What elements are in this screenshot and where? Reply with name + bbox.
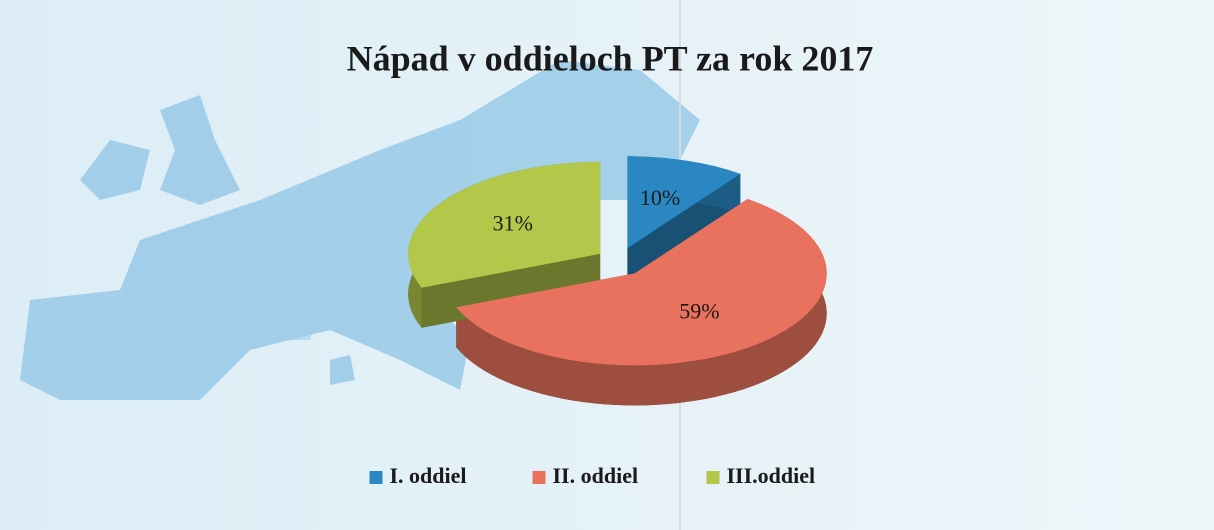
slice bbox=[408, 161, 601, 288]
slice bbox=[456, 198, 827, 366]
legend-label: I. oddiel bbox=[390, 463, 467, 488]
legend-swatch bbox=[706, 471, 720, 484]
slice bbox=[627, 156, 741, 249]
chart-title: Nápad v oddieloch PT za rok 2017 bbox=[347, 38, 874, 78]
legend-swatch bbox=[369, 471, 383, 484]
legend-label: III.oddiel bbox=[727, 463, 816, 488]
data-label: 31% bbox=[493, 211, 533, 236]
legend-swatch bbox=[532, 471, 546, 484]
legend-label: II. oddiel bbox=[553, 463, 639, 488]
data-label: 10% bbox=[640, 185, 680, 210]
slice-wall bbox=[421, 161, 601, 328]
data-labels: 10% 59% 31% bbox=[493, 185, 720, 323]
data-label: 59% bbox=[679, 298, 719, 323]
slice-wall bbox=[627, 156, 741, 289]
slice-side bbox=[456, 198, 827, 406]
map-decoration bbox=[20, 60, 700, 400]
legend: I. oddiel II. oddiel III.oddiel bbox=[369, 463, 816, 488]
pie-tops bbox=[408, 156, 827, 366]
